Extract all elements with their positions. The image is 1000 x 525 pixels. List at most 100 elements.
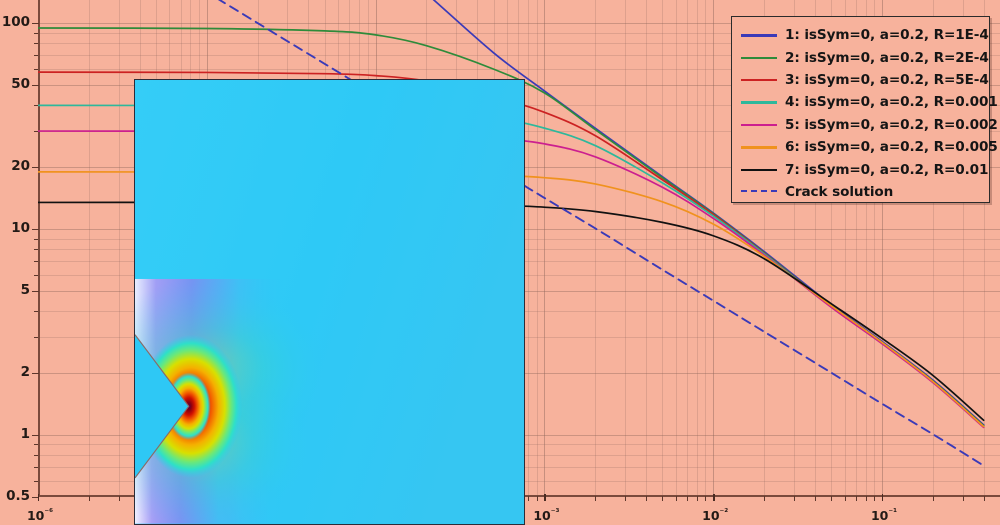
y-tick-mark (32, 373, 39, 375)
x-tick-minor (844, 496, 846, 501)
legend-item-label: Crack solution (785, 183, 894, 200)
grid-line-horizontal (38, 32, 1000, 34)
y-tick-mark (32, 435, 39, 437)
y-tick-minor (34, 261, 38, 263)
x-tick-label: 10⁻¹ (870, 507, 898, 523)
y-tick-label: 2 (20, 364, 30, 381)
x-tick-minor (814, 496, 816, 501)
x-tick-minor (831, 496, 833, 501)
x-tick-major (544, 494, 546, 501)
legend-item-label: 4: isSym=0, a=0.2, R=0.001 (785, 94, 998, 111)
grid-line-vertical (118, 0, 120, 497)
grid-line-horizontal (38, 55, 1000, 57)
y-tick-minor (34, 336, 38, 338)
y-tick-label: 5 (20, 282, 30, 299)
x-tick-minor (662, 496, 664, 501)
x-tick-minor (855, 496, 857, 501)
x-tick-minor (962, 496, 964, 501)
y-tick-mark (32, 167, 39, 169)
notch-outline (135, 334, 190, 479)
legend-item[interactable]: 4: isSym=0, a=0.2, R=0.001 (740, 91, 998, 113)
x-tick-major (713, 494, 715, 501)
y-tick-minor (34, 480, 38, 482)
y-tick-minor (34, 274, 38, 276)
x-tick-label: 10⁻³ (533, 507, 560, 523)
y-tick-minor (34, 466, 38, 468)
legend-item[interactable]: 5: isSym=0, a=0.2, R=0.002 (740, 114, 998, 136)
legend-line-swatch-icon (740, 140, 778, 154)
grid-line-vertical (844, 0, 846, 497)
grid-line-vertical (662, 0, 664, 497)
x-tick-minor (793, 496, 795, 501)
grid-line-horizontal (38, 69, 1000, 71)
legend-line-swatch-icon (740, 185, 778, 199)
grid-line-vertical (814, 0, 816, 497)
legend-line-swatch-icon (740, 73, 778, 87)
grid-line-vertical (624, 0, 626, 497)
y-tick-minor (34, 105, 38, 107)
legend-item-label: 3: isSym=0, a=0.2, R=5E-4 (785, 71, 989, 88)
legend-item[interactable]: 6: isSym=0, a=0.2, R=0.005 (740, 136, 998, 158)
grid-line-vertical (705, 0, 707, 497)
y-tick-label: 1 (20, 426, 30, 443)
x-tick-minor (528, 496, 530, 501)
grid-line-vertical (764, 0, 766, 497)
x-tick-minor (696, 496, 698, 501)
x-tick-minor (932, 496, 934, 501)
grid-line-vertical (865, 0, 867, 497)
legend-item[interactable]: 7: isSym=0, a=0.2, R=0.01 (740, 158, 988, 180)
x-tick-minor (874, 496, 876, 501)
y-tick-minor (34, 454, 38, 456)
legend-item[interactable]: 1: isSym=0, a=0.2, R=1E-4 (740, 24, 989, 46)
y-tick-label: 100 (1, 14, 30, 31)
y-tick-minor (34, 444, 38, 446)
legend-item[interactable]: 2: isSym=0, a=0.2, R=2E-4 (740, 46, 989, 68)
y-tick-label: 20 (11, 158, 30, 175)
y-tick-minor (34, 238, 38, 240)
grid-line-vertical (536, 0, 538, 497)
legend-box[interactable]: 1: isSym=0, a=0.2, R=1E-4 2: isSym=0, a=0… (731, 16, 998, 203)
y-tick-label: 0.5 (6, 488, 30, 504)
curve-crack-solution (217, 0, 985, 467)
grid-line-vertical (855, 0, 857, 497)
x-tick-major (882, 494, 884, 501)
x-tick-minor (646, 496, 648, 501)
x-tick-minor (764, 496, 766, 501)
inset-field-svg (135, 80, 524, 524)
y-tick-minor (34, 43, 38, 45)
y-tick-label: 10 (11, 220, 30, 237)
y-tick-mark (32, 291, 39, 293)
y-tick-minor (34, 32, 38, 34)
legend-item-label: 6: isSym=0, a=0.2, R=0.005 (785, 139, 998, 156)
y-tick-mark (32, 229, 39, 231)
grid-line-horizontal (38, 23, 1000, 25)
grid-line-vertical (646, 0, 648, 497)
x-tick-minor (595, 496, 597, 501)
grid-line-vertical (793, 0, 795, 497)
grid-line-vertical (88, 0, 90, 497)
x-tick-label: 10⁻⁶ (26, 507, 54, 523)
legend-line-swatch-icon (740, 28, 778, 42)
grid-line-vertical (696, 0, 698, 497)
y-tick-minor (34, 131, 38, 133)
y-tick-mark (32, 497, 39, 498)
grid-line-vertical (874, 0, 876, 497)
legend-item[interactable]: 3: isSym=0, a=0.2, R=5E-4 (740, 69, 989, 91)
grid-line-vertical (713, 0, 715, 497)
y-tick-mark (32, 23, 39, 25)
x-tick-minor (88, 496, 90, 501)
y-axis-line (38, 0, 40, 497)
grid-line-vertical (983, 0, 985, 497)
legend-item-label: 5: isSym=0, a=0.2, R=0.002 (785, 116, 998, 133)
grid-line-vertical (675, 0, 677, 497)
legend-line-swatch-icon (740, 51, 778, 65)
grid-line-horizontal (38, 43, 1000, 45)
grid-line-vertical (932, 0, 934, 497)
grid-line-vertical (882, 0, 883, 497)
legend-item[interactable]: Crack solution (740, 181, 981, 203)
legend-item-label: 1: isSym=0, a=0.2, R=1E-4 (785, 27, 989, 44)
x-tick-minor (118, 496, 120, 501)
x-tick-minor (536, 496, 538, 501)
grid-line-vertical (528, 0, 530, 497)
